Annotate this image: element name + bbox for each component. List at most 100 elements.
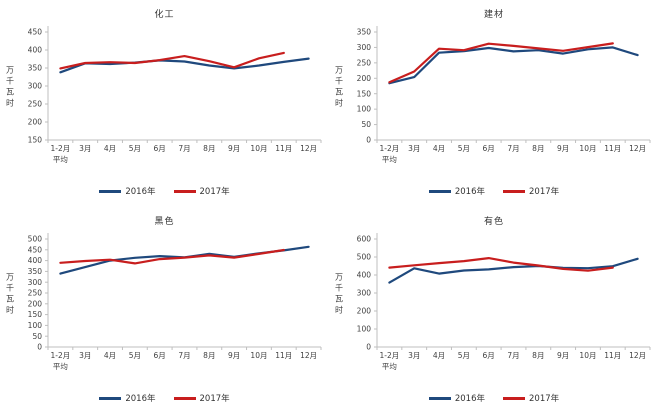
x-tick-label: 1-2月: [51, 351, 71, 360]
y-axis-title-char: 万: [335, 66, 343, 75]
legend-label-2017: 2017年: [199, 187, 230, 197]
y-tick-label: 500: [357, 253, 372, 262]
y-tick-label: 0: [366, 343, 371, 352]
chart-title-heise: 黑色: [154, 217, 175, 227]
y-tick-label: 300: [28, 82, 43, 91]
x-tick-label: 7月: [178, 351, 190, 360]
y-axis-title-char: 千: [6, 76, 14, 86]
x-tick-label: 1-2月: [380, 144, 400, 153]
y-axis-title-char: 千: [335, 76, 343, 86]
x-tick-label: 10月: [250, 351, 267, 360]
x-tick-label: 8月: [203, 351, 215, 360]
x-tick-label: 11月: [604, 144, 621, 153]
legend-huagong: 2016年 2017年: [0, 182, 329, 200]
y-tick-label: 400: [357, 271, 372, 280]
y-tick-label: 450: [28, 28, 43, 37]
chart-jiancai: 建材 0 50 100 150 200 250 300 350 1-2月 平均 3月 4月 5月 6月 7月…: [329, 0, 659, 207]
legend-label-2016: 2016年: [125, 394, 156, 404]
x-tick-label: 9月: [228, 351, 240, 360]
chart-youse: 有色 0 100 200 300 400 500 600 1-2月 平均 3月 4月 5月 6月 7月 8月…: [329, 207, 659, 415]
x-tick-label: 3月: [408, 144, 420, 153]
legend-label-2016: 2016年: [125, 187, 156, 197]
x-tick-label: 3月: [79, 144, 91, 153]
legend-item-2017: 2017年: [173, 185, 230, 197]
legend-swatch-2016: [428, 396, 451, 400]
x-tick-label: 平均: [53, 361, 68, 371]
legend-label-2017: 2017年: [529, 187, 560, 197]
y-axis-title-char: 瓦: [6, 295, 14, 304]
x-tick-label: 3月: [408, 351, 420, 360]
chart-title-huagong: 化工: [154, 10, 175, 20]
y-tick-label: 300: [357, 43, 372, 52]
y-tick-label: 200: [28, 299, 43, 308]
y-tick-label: 350: [357, 28, 372, 37]
legend-youse: 2016年 2017年: [329, 389, 659, 407]
y-tick-label: 600: [357, 235, 372, 244]
x-tick-label: 7月: [507, 144, 519, 153]
legend-item-2017: 2017年: [173, 392, 230, 404]
legend-swatch-2017: [503, 396, 525, 400]
legend-item-2016: 2016年: [428, 185, 485, 197]
series-line-2016年: [388, 46, 639, 85]
legend-label-2017: 2017年: [529, 394, 560, 404]
x-tick-label: 8月: [203, 144, 215, 153]
x-tick-label: 12月: [629, 351, 646, 360]
y-tick-label: 350: [28, 64, 43, 73]
legend-swatch-2017: [173, 396, 196, 400]
x-tick-label: 5月: [458, 144, 470, 153]
series-line-2017年: [388, 42, 614, 84]
x-tick-label: 5月: [458, 351, 470, 360]
y-tick-label: 400: [28, 256, 43, 265]
series-line-2017年: [388, 257, 614, 272]
x-tick-label: 8月: [532, 351, 544, 360]
x-tick-label: 4月: [104, 144, 116, 153]
x-tick-label: 平均: [53, 154, 68, 164]
x-tick-label: 6月: [483, 144, 495, 153]
y-axis-title-char: 时: [335, 98, 343, 108]
x-tick-label: 平均: [382, 154, 397, 164]
y-axis-title-char: 万: [6, 66, 14, 75]
y-axis-title-char: 万: [335, 273, 343, 282]
x-tick-label: 7月: [507, 351, 519, 360]
legend-swatch-2017: [503, 189, 525, 193]
y-tick-label: 350: [28, 267, 43, 276]
legend-swatch-2016: [99, 189, 122, 193]
x-tick-label: 10月: [250, 144, 267, 153]
x-tick-label: 12月: [629, 144, 646, 153]
y-tick-label: 300: [357, 289, 372, 298]
y-axis-title-char: 瓦: [335, 88, 343, 97]
chart-huagong: 化工 150 200 250 300 350 400 450 1-2月 平均 3月 4月 5月 6月 7月…: [0, 0, 329, 207]
legend-label-2016: 2016年: [454, 187, 485, 197]
x-tick-label: 3月: [79, 351, 91, 360]
x-tick-label: 5月: [129, 144, 141, 153]
legend-item-2017: 2017年: [503, 185, 559, 197]
x-tick-label: 4月: [433, 351, 445, 360]
y-axis-title-char: 万: [6, 273, 14, 282]
chart-title-jiancai: 建材: [483, 10, 504, 20]
legend-item-2017: 2017年: [503, 392, 559, 404]
y-tick-label: 200: [28, 118, 43, 127]
x-tick-label: 1-2月: [51, 144, 71, 153]
series-line-2017年: [59, 248, 285, 265]
x-tick-label: 1-2月: [380, 351, 400, 360]
chart-title-youse: 有色: [483, 217, 504, 227]
x-tick-label: 12月: [300, 144, 317, 153]
y-tick-label: 50: [361, 120, 371, 129]
x-tick-label: 9月: [557, 144, 569, 153]
x-tick-label: 10月: [579, 144, 596, 153]
y-axis-title-char: 时: [6, 305, 14, 315]
y-tick-label: 100: [28, 321, 43, 330]
x-tick-label: 11月: [275, 351, 292, 360]
y-tick-label: 50: [32, 332, 42, 341]
x-tick-label: 6月: [154, 351, 166, 360]
y-axis-title-char: 瓦: [6, 88, 14, 97]
legend-heise: 2016年 2017年: [0, 389, 329, 407]
legend-item-2016: 2016年: [99, 185, 156, 197]
y-tick-label: 150: [357, 89, 372, 98]
y-axis-title-char: 时: [6, 98, 14, 108]
x-tick-label: 12月: [300, 351, 317, 360]
